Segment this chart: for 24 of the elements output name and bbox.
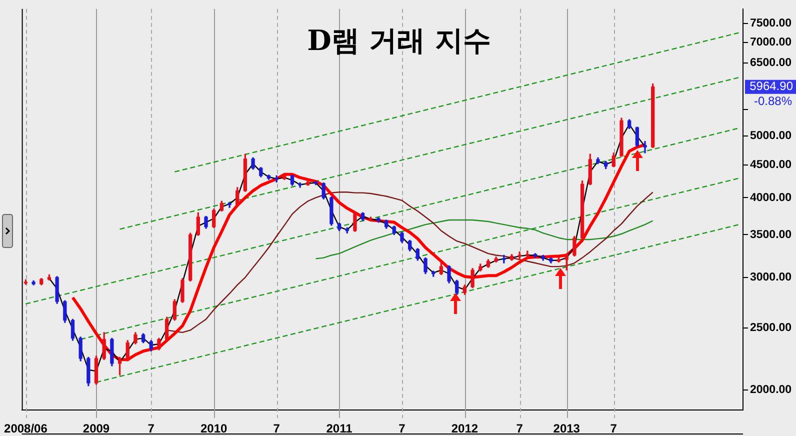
x-tick-label: 7 — [610, 422, 618, 436]
y-tick-label: 2500.00 — [750, 322, 792, 334]
y-tick-label: 7500.00 — [750, 17, 792, 30]
y-tick-label: 2000.00 — [750, 384, 792, 396]
y-tick-label: 3500.00 — [750, 228, 792, 241]
text: D램 거래 지수 — [307, 24, 491, 58]
y-tick-label: 4500.00 — [750, 159, 792, 172]
x-tick-label: 2009 — [82, 422, 110, 436]
x-tick-label: 2013 — [553, 422, 580, 436]
y-tick-label: 6500.00 — [750, 57, 792, 70]
x-tick-label: 2008/06 — [4, 422, 48, 436]
text: -0.88% — [754, 94, 792, 108]
y-tick-label: 3000.00 — [750, 272, 792, 284]
x-tick-label: 2011 — [326, 422, 353, 436]
x-tick-label: 2010 — [200, 422, 228, 436]
x-tick-label: 7 — [516, 422, 524, 436]
y-tick-label: 5000.00 — [750, 130, 792, 142]
y-tick-label: 7000.00 — [750, 36, 792, 49]
text: 5964.90 — [750, 79, 794, 94]
y-tick-label: 4000.00 — [750, 192, 792, 204]
x-tick-label: 7 — [148, 422, 155, 436]
x-tick-label: 2012 — [451, 422, 478, 436]
x-tick-label: 7 — [398, 422, 406, 436]
x-tick-label: 7 — [273, 422, 280, 436]
